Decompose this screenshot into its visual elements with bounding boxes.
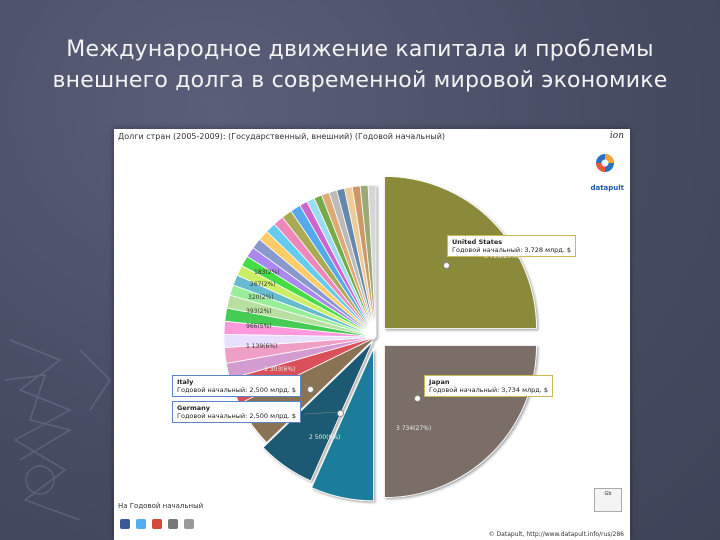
tools-label: Gb: [604, 491, 612, 497]
slice-japan: [384, 345, 537, 498]
footer-credit: © Datapult, http://www.datapult.info/rus…: [488, 531, 624, 538]
callout-united-states: United States Годовой начальный: 3,728 м…: [447, 235, 577, 257]
callout-germany-value: Годовой начальный: 2,500 млрд. $: [177, 412, 297, 420]
decorative-pattern: [4, 339, 111, 521]
callout-us-value: Годовой начальный: 3,728 млрд. $: [452, 246, 572, 254]
slice-label: 1 303(6%): [264, 366, 296, 373]
callout-japan: Japan Годовой начальный: 3,734 млрд. $: [424, 375, 554, 397]
footer-caption: На Годовой начальный: [118, 502, 204, 510]
callout-germany-name: Germany: [177, 404, 210, 412]
slide-title: Международное движение капитала и пробле…: [20, 34, 700, 96]
us-marker: [443, 262, 450, 269]
slice-label: 267(2%): [250, 281, 276, 288]
slide-title-line2: внешнего долга в современной мировой эко…: [52, 68, 668, 93]
slice-label: 393(2%): [246, 308, 272, 315]
share-icons[interactable]: [120, 518, 220, 530]
slice-label: 3 734(27%): [396, 425, 432, 432]
callout-us-name: United States: [452, 238, 503, 246]
tools-button[interactable]: Gb: [594, 488, 622, 512]
logo-text: datapult: [590, 184, 624, 192]
slice-italy: [311, 348, 374, 502]
callout-italy-name: Italy: [177, 378, 194, 386]
italy-marker: [307, 386, 314, 393]
slide-title-line1: Международное движение капитала и пробле…: [66, 37, 654, 62]
slice-germany: [262, 341, 373, 482]
callout-italy: Italy Годовой начальный: 2,500 млрд. $: [172, 375, 302, 397]
ion-label: ion: [609, 131, 624, 141]
slice-label: 2 500(9%): [309, 434, 341, 441]
slice-label: 320(2%): [248, 294, 274, 301]
callout-italy-value: Годовой начальный: 2,500 млрд. $: [177, 386, 297, 394]
datapult-logo-icon: [596, 154, 614, 172]
slice-label: 3 728(25%): [484, 253, 520, 260]
chart-header: Долги стран (2005-2009): (Государственны…: [118, 132, 446, 141]
chart-screenshot: Долги стран (2005-2009): (Государственны…: [114, 129, 630, 540]
japan-marker: [414, 395, 421, 402]
germany-marker: [337, 410, 344, 417]
slice: [367, 184, 377, 338]
slice-label: 183(2%): [254, 269, 280, 276]
callout-japan-name: Japan: [429, 378, 450, 386]
callout-germany: Germany Годовой начальный: 2,500 млрд. $: [172, 401, 302, 423]
slice-label: 966(5%): [246, 323, 272, 330]
pie-chart: [223, 176, 537, 502]
callout-japan-value: Годовой начальный: 3,734 млрд. $: [429, 386, 549, 394]
slice-label: 1 139(6%): [246, 343, 278, 350]
